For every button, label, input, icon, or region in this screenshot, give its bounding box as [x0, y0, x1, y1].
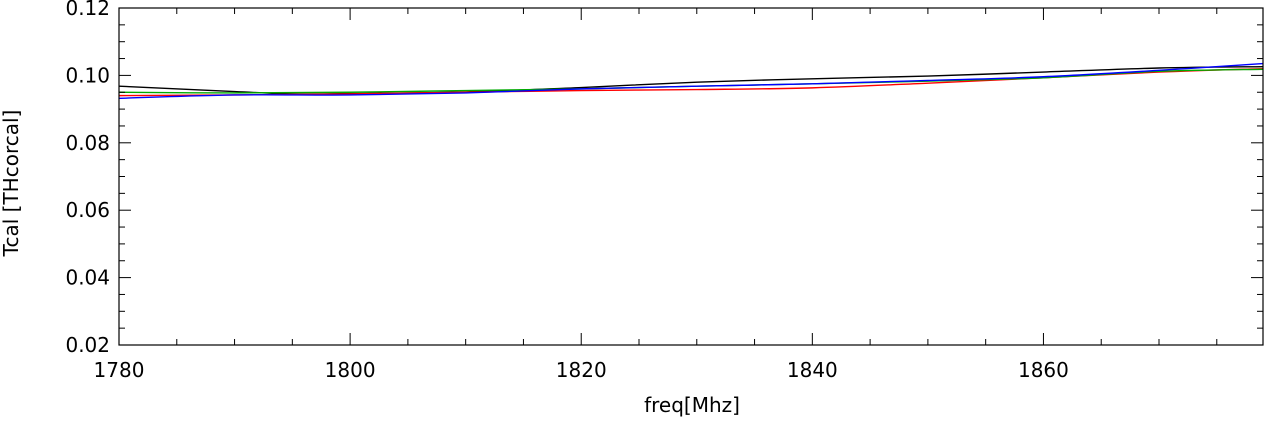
series-line-4	[118, 62, 1264, 100]
x-tick-label: 1860	[1018, 358, 1069, 382]
y-tick-label: 0.08	[65, 131, 110, 155]
x-axis-label: freq[Mhz]	[644, 393, 740, 417]
y-tick-label: 0.02	[65, 333, 110, 357]
x-tick-label: 1800	[325, 358, 376, 382]
y-tick-label: 0.10	[65, 63, 110, 87]
axis-tick-labels: 1780 1800 1820 1840 1860 0.02 0.04 0.06 0.08 0.10…	[65, 0, 1068, 382]
x-tick-label: 1820	[556, 358, 607, 382]
x-tick-label: 1840	[787, 358, 838, 382]
y-axis-label: Tcal [THcorcal]	[0, 110, 23, 258]
plot-marks	[118, 62, 1264, 100]
y-tick-label: 0.06	[65, 198, 110, 222]
axis-ticks	[118, 7, 1263, 346]
plot-frame	[118, 7, 1264, 346]
x-tick-label: 1780	[94, 358, 145, 382]
y-tick-label: 0.12	[65, 0, 110, 20]
y-tick-label: 0.04	[65, 266, 110, 290]
